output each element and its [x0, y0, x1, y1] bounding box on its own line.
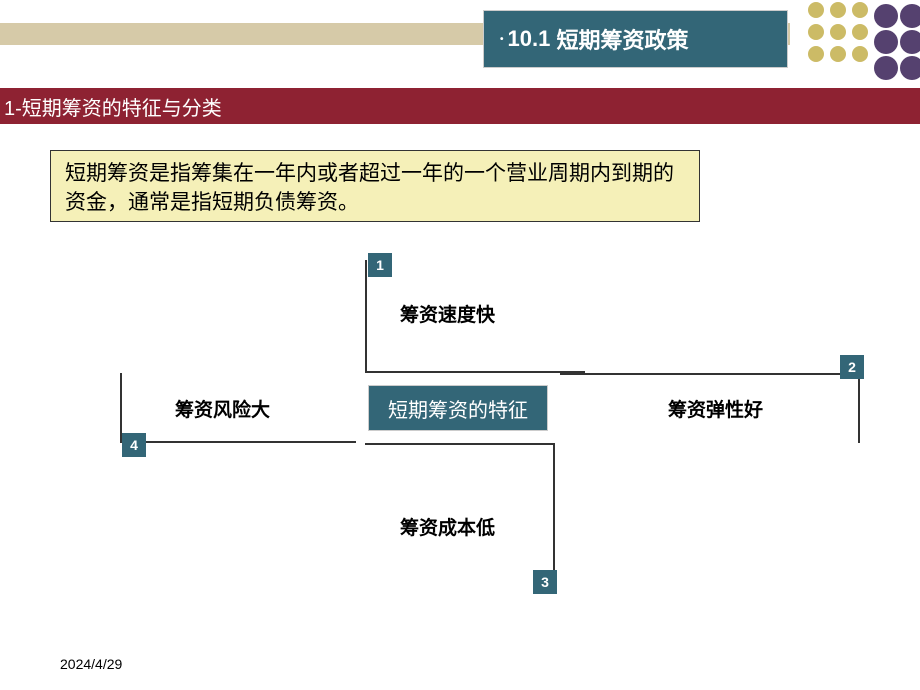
decorative-dot — [808, 46, 824, 62]
diagram-center: 短期筹资的特征 — [368, 385, 548, 431]
date-text: 2024/4/29 — [60, 656, 122, 672]
decorative-dot — [808, 2, 824, 18]
title-bullet: • — [500, 34, 504, 45]
title-number: 10.1 — [508, 26, 551, 52]
quadrant-label-1: 筹资速度快 — [400, 300, 495, 327]
quadrant-label-4: 筹资风险大 — [175, 395, 270, 422]
feature-diagram: 短期筹资的特征 1 筹资速度快 2 筹资弹性好 3 筹资成本低 4 筹资风险大 — [120, 245, 862, 615]
quadrant-number-3: 3 — [533, 570, 557, 594]
decorative-dot — [830, 24, 846, 40]
quadrant-number-4: 4 — [122, 433, 146, 457]
definition-text: 短期筹资是指筹集在一年内或者超过一年的一个营业周期内到期的资金，通常是指短期负债… — [65, 162, 674, 214]
decorative-dot — [874, 30, 898, 54]
date-footer: 2024/4/29 — [60, 656, 122, 672]
decorative-dot — [900, 4, 920, 28]
decorative-dot — [852, 2, 868, 18]
decorative-dot — [852, 46, 868, 62]
title-text: 短期筹资政策 — [556, 23, 688, 55]
quadrant-label-2: 筹资弹性好 — [668, 395, 763, 422]
decorative-dot — [874, 4, 898, 28]
center-label: 短期筹资的特征 — [388, 394, 528, 423]
slide-title-box: • 10.1 短期筹资政策 — [483, 10, 788, 68]
decorative-dot — [852, 24, 868, 40]
decorative-dot — [808, 24, 824, 40]
connector-line-3 — [365, 443, 555, 573]
decorative-dot — [900, 56, 920, 80]
decorative-dot — [830, 2, 846, 18]
decorative-dot — [874, 56, 898, 80]
decorative-dots — [800, 0, 920, 75]
quadrant-number-2: 2 — [840, 355, 864, 379]
decorative-dot — [900, 30, 920, 54]
section-header: 1-短期筹资的特征与分类 — [0, 88, 920, 124]
definition-box: 短期筹资是指筹集在一年内或者超过一年的一个营业周期内到期的资金，通常是指短期负债… — [50, 150, 700, 222]
quadrant-label-3: 筹资成本低 — [400, 513, 495, 540]
quadrant-number-1: 1 — [368, 253, 392, 277]
section-label: 1-短期筹资的特征与分类 — [4, 92, 222, 121]
decorative-dot — [830, 46, 846, 62]
